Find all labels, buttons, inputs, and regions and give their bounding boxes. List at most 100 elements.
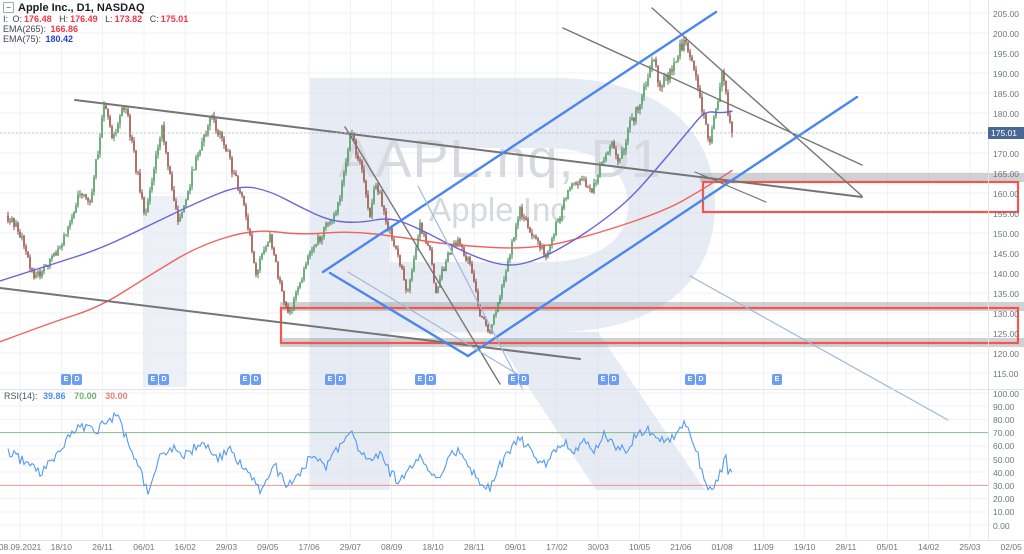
- high-label: H:: [59, 13, 69, 24]
- close-label: C:: [149, 13, 159, 24]
- collapse-legend-icon[interactable]: −: [3, 2, 14, 13]
- earnings-badge[interactable]: E: [415, 374, 425, 385]
- trend-line-light[interactable]: [689, 275, 949, 421]
- trend-line-gray[interactable]: [562, 27, 863, 166]
- zone-rectangle[interactable]: [279, 306, 1020, 345]
- rsi-axis-label: 60.00: [993, 441, 1015, 452]
- time-axis-label: 14/02: [917, 542, 940, 552]
- dividend-badge[interactable]: D: [426, 374, 436, 385]
- price-axis-label: 135.00: [993, 288, 1019, 299]
- ema265-value: 166.86: [50, 23, 79, 34]
- price-axis-label: 155.00: [993, 208, 1019, 219]
- time-axis-label: 30/03: [587, 542, 609, 552]
- price-axis-label: 170.00: [993, 148, 1019, 159]
- earnings-badge[interactable]: E: [325, 374, 335, 385]
- symbol-title[interactable]: Apple Inc., D1, NASDAQ: [18, 1, 145, 14]
- price-axis-label: 200.00: [993, 28, 1019, 39]
- trend-line-gray[interactable]: [344, 126, 501, 385]
- price-axis-label: 115.00: [993, 368, 1019, 379]
- dividend-badge[interactable]: D: [696, 374, 706, 385]
- time-axis[interactable]: 08.09.2021 18/10 26/11 06/01 16/02 29/03 09/05…: [0, 540, 1024, 554]
- time-axis-label: 26/11: [92, 542, 113, 552]
- bar-prefix-label: I:: [3, 13, 9, 24]
- zones-layer: [279, 173, 1024, 347]
- trend-line-gray[interactable]: [694, 171, 767, 203]
- ema75-label: EMA(75):: [3, 33, 42, 44]
- rsi-axis-label: 20.00: [993, 494, 1015, 505]
- time-axis-label: 09/05: [257, 542, 279, 552]
- dividend-badge[interactable]: D: [609, 374, 619, 385]
- trend-line-blue[interactable]: [328, 271, 470, 358]
- ema75-value: 180.42: [45, 33, 74, 44]
- candles-layer[interactable]: [7, 36, 733, 335]
- ema75-line[interactable]: [0, 110, 733, 282]
- ohlc-readout: I: O: 176.48 H: 176.49 L: 173.82 C: 175.01: [3, 13, 193, 25]
- time-axis-label: 21/06: [670, 542, 692, 552]
- dividend-badge[interactable]: D: [251, 374, 261, 385]
- rsi-axis-label: 50.00: [993, 454, 1015, 465]
- earnings-badge[interactable]: E: [508, 374, 518, 385]
- current-price-value: 175.01: [991, 128, 1017, 138]
- dividend-badge[interactable]: D: [519, 374, 529, 385]
- dividend-badge[interactable]: D: [72, 374, 82, 385]
- earnings-badge[interactable]: E: [148, 374, 158, 385]
- zone-band[interactable]: [280, 302, 1024, 311]
- trend-line-blue[interactable]: [466, 95, 859, 358]
- dividend-badge[interactable]: D: [159, 374, 169, 385]
- time-axis-label: 10/05: [628, 542, 651, 552]
- high-value: 176.49: [70, 13, 98, 24]
- trend-line-blue[interactable]: [321, 10, 718, 274]
- zone-rectangle[interactable]: [701, 180, 1020, 214]
- earnings-badge[interactable]: E: [240, 374, 250, 385]
- rsi-axis-label: 0.00: [993, 520, 1010, 531]
- time-axis-label: 01/08: [711, 542, 733, 552]
- earnings-badge[interactable]: E: [772, 374, 782, 385]
- price-axis-label: 130.00: [993, 308, 1019, 319]
- earnings-badge[interactable]: E: [61, 374, 71, 385]
- time-axis-label: 11/09: [753, 542, 774, 552]
- time-axis-label: 17/02: [546, 542, 568, 552]
- time-axis-label: 18/10: [422, 542, 444, 552]
- earnings-badge[interactable]: E: [598, 374, 608, 385]
- rsi-legend: RSI(14): 39.86 70.00 30.00: [4, 391, 134, 401]
- trend-line-light[interactable]: [417, 185, 524, 391]
- trend-line-gray[interactable]: [651, 7, 863, 197]
- ema265-line[interactable]: [0, 169, 733, 343]
- price-axis-label: 180.00: [993, 108, 1019, 119]
- price-axis-label: 165.00: [993, 168, 1019, 179]
- rsi-axis-label: 70.00: [993, 428, 1015, 439]
- ema265-readout: EMA(265): 166.86: [3, 23, 193, 35]
- price-axis-label: 145.00: [993, 248, 1019, 259]
- time-axis-label: 08.09.2021: [0, 542, 42, 552]
- earnings-badge[interactable]: E: [685, 374, 695, 385]
- trend-line-light[interactable]: [347, 271, 528, 381]
- rsi-line[interactable]: [7, 411, 733, 496]
- rsi-lower-level-value: 30.00: [105, 391, 128, 401]
- dividend-badge[interactable]: D: [336, 374, 346, 385]
- price-axis-label: 120.00: [993, 348, 1019, 359]
- broker-logo-watermark: [310, 78, 715, 490]
- time-axis-label: 08/09: [381, 542, 403, 552]
- time-axis-label: 18/10: [50, 542, 72, 552]
- current-price-label: 175.01: [988, 127, 1024, 139]
- time-axis-label: 09/01: [504, 542, 527, 552]
- overlay-layer: [0, 0, 1024, 540]
- price-axis-label: 195.00: [993, 48, 1019, 59]
- open-label: O:: [12, 13, 23, 24]
- price-axis-label: 185.00: [993, 88, 1019, 99]
- zone-band[interactable]: [700, 173, 1024, 182]
- rsi-axis-label: 90.00: [993, 401, 1015, 412]
- price-axis[interactable]: 175.01 205.00 200.00 195.00 190.00 185.00 180…: [988, 0, 1024, 540]
- event-marker-group[interactable]: E: [772, 374, 782, 385]
